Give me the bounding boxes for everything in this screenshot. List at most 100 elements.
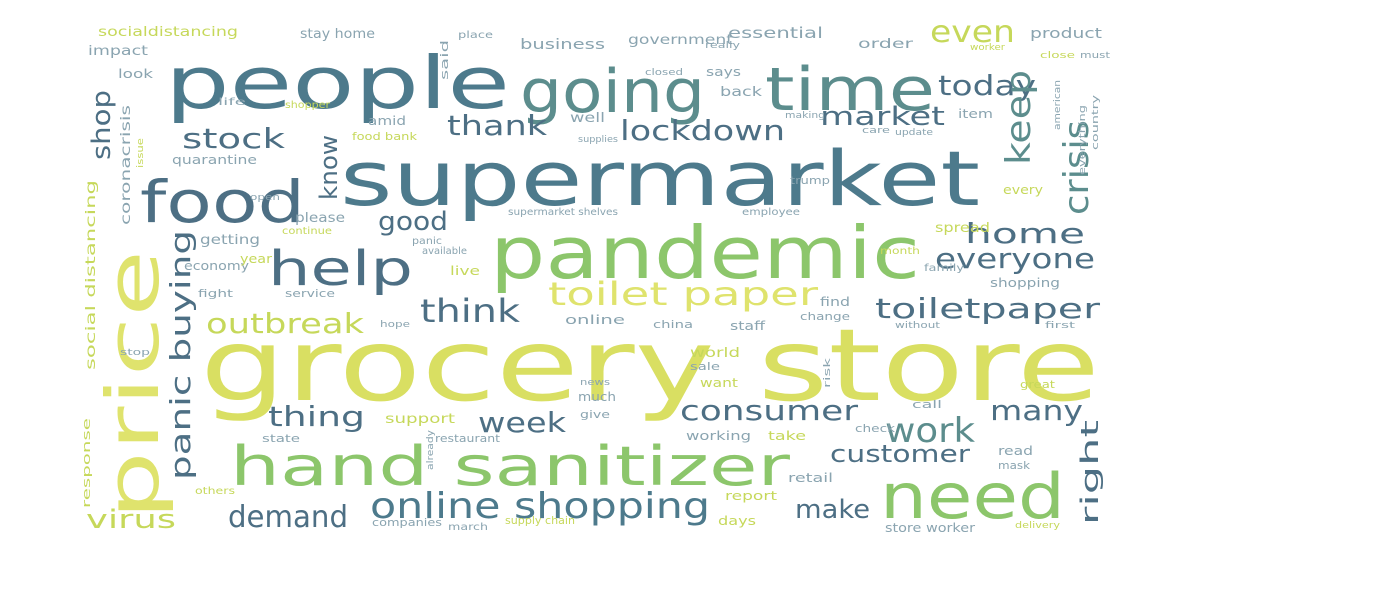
cloud-word-impact: impact [88, 44, 148, 59]
cloud-word-market: market [820, 102, 945, 132]
cloud-word-supermarket: supermarket [340, 134, 980, 223]
cloud-word-days: days [718, 514, 756, 528]
cloud-word-give: give [580, 408, 610, 421]
cloud-word-panic: panic [412, 236, 442, 247]
cloud-word-help: help [268, 241, 413, 297]
cloud-word-supply-chain: supply chain [505, 514, 575, 527]
cloud-word-week: week [478, 406, 567, 439]
cloud-word-much: much [578, 390, 616, 404]
cloud-word-panic-buying: panic buying [164, 230, 197, 480]
cloud-word-please: please [295, 211, 345, 226]
cloud-word-news: news [580, 378, 610, 388]
cloud-word-family: family [924, 263, 964, 274]
cloud-word-stock: stock [182, 122, 286, 155]
cloud-word-thing: thing [268, 400, 365, 433]
cloud-word-month: month [880, 246, 920, 257]
cloud-word-coronacrisis: coronacrisis [119, 105, 134, 225]
cloud-word-live: live [450, 264, 480, 278]
cloud-word-sale: sale [690, 360, 720, 373]
cloud-word-available: available [422, 246, 467, 257]
cloud-word-right: right [1076, 420, 1104, 525]
cloud-word-well: well [570, 111, 605, 126]
cloud-word-service: service [285, 287, 335, 300]
cloud-word-shopper: shopper [285, 100, 331, 111]
cloud-word-american: american [1053, 80, 1063, 130]
cloud-word-grocery-store: grocery store [200, 307, 1100, 424]
cloud-word-world: world [690, 346, 740, 361]
cloud-word-item: item [958, 107, 993, 121]
cloud-word-fight: fight [198, 287, 234, 300]
cloud-word-economy: economy [184, 259, 249, 273]
cloud-word-supermarket-shelves: supermarket shelves [508, 207, 618, 218]
cloud-word-place: place [458, 30, 493, 41]
cloud-word-store-worker: store worker [885, 521, 975, 535]
cloud-word-life: life [218, 97, 246, 108]
cloud-word-government: government [628, 33, 733, 48]
cloud-word-making: making [785, 111, 825, 121]
cloud-word-already: already [426, 429, 436, 470]
cloud-word-toiletpaper: toiletpaper [875, 292, 1101, 325]
cloud-word-care: care [862, 126, 891, 136]
cloud-word-virus: virus [86, 505, 176, 535]
cloud-word-amid: amid [368, 114, 406, 128]
cloud-word-china: china [653, 318, 693, 331]
cloud-word-customer: customer [830, 440, 970, 468]
cloud-word-delivery: delivery [1015, 521, 1061, 531]
cloud-word-essential: essential [728, 24, 823, 42]
cloud-word-order: order [858, 37, 914, 52]
cloud-word-outbreak: outbreak [206, 307, 365, 340]
cloud-word-check: check [855, 422, 896, 435]
cloud-word-update: update [895, 128, 934, 138]
cloud-word-worker: worker [970, 43, 1005, 53]
cloud-word-going: going [520, 57, 705, 127]
cloud-word-call: call [912, 398, 942, 411]
cloud-word-even: even [930, 15, 1015, 50]
cloud-word-read: read [998, 444, 1033, 458]
cloud-word-mask: mask [998, 459, 1031, 472]
cloud-word-back: back [720, 85, 763, 100]
cloud-word-close: close [1040, 51, 1076, 61]
cloud-word-pandemic: pandemic [490, 211, 920, 295]
cloud-word-change: change [800, 310, 850, 323]
cloud-word-demand: demand [228, 500, 348, 535]
cloud-word-shop: shop [87, 90, 117, 160]
cloud-word-response: response [80, 418, 93, 508]
cloud-word-risk: risk [823, 357, 833, 388]
cloud-word-retail: retail [788, 471, 833, 485]
cloud-word-really: really [705, 41, 741, 51]
cloud-word-lockdown: lockdown [620, 114, 785, 147]
cloud-word-state: state [262, 432, 300, 445]
cloud-word-others: others [195, 486, 235, 497]
cloud-word-shopping: shopping [990, 276, 1060, 290]
cloud-word-restaurant: restaurant [435, 432, 501, 445]
cloud-word-everyone: everyone [935, 242, 1095, 275]
cloud-word-every: every [1003, 183, 1043, 197]
cloud-word-continue: continue [282, 226, 332, 237]
cloud-word-hand-sanitizer: hand sanitizer [230, 435, 791, 498]
cloud-word-must: must [1080, 51, 1111, 61]
cloud-word-said: said [438, 40, 451, 80]
cloud-word-today: today [938, 69, 1036, 102]
cloud-word-report: report [725, 489, 777, 503]
cloud-word-working: working [686, 429, 751, 443]
cloud-word-business: business [520, 37, 605, 53]
cloud-word-want: want [700, 376, 738, 390]
cloud-word-support: support [385, 412, 455, 427]
cloud-word-without: without [895, 321, 941, 331]
cloud-word-good: good [378, 207, 448, 237]
cloud-word-keep: keep [999, 70, 1039, 165]
cloud-word-everything: everything [1078, 105, 1088, 175]
cloud-word-make: make [795, 495, 870, 525]
cloud-word-know: know [315, 135, 343, 200]
cloud-word-many: many [990, 394, 1083, 427]
cloud-word-socialdistancing: socialdistancing [98, 25, 238, 40]
cloud-word-home: home [965, 217, 1085, 250]
cloud-word-people: people [165, 41, 510, 125]
cloud-word-getting: getting [200, 233, 260, 248]
cloud-word-food: food [140, 168, 305, 236]
cloud-word-price: price [91, 250, 175, 520]
cloud-word-first: first [1045, 321, 1076, 331]
cloud-word-online-shopping: online shopping [370, 486, 710, 527]
